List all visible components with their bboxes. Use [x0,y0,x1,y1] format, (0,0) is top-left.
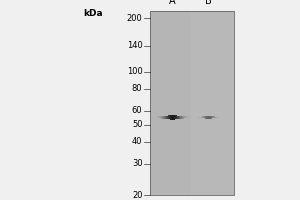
Bar [150,11,190,195]
Text: 30: 30 [132,159,142,168]
Text: B: B [205,0,212,6]
Bar [150,11,234,195]
Text: 40: 40 [132,137,142,146]
Bar [190,11,234,195]
Text: 20: 20 [132,190,142,199]
Text: kDa: kDa [83,9,103,18]
Text: 140: 140 [127,41,142,50]
Text: 50: 50 [132,120,142,129]
Text: 60: 60 [132,106,142,115]
Text: 200: 200 [127,14,142,23]
Text: A: A [169,0,176,6]
Text: 80: 80 [132,84,142,93]
Text: 100: 100 [127,67,142,76]
